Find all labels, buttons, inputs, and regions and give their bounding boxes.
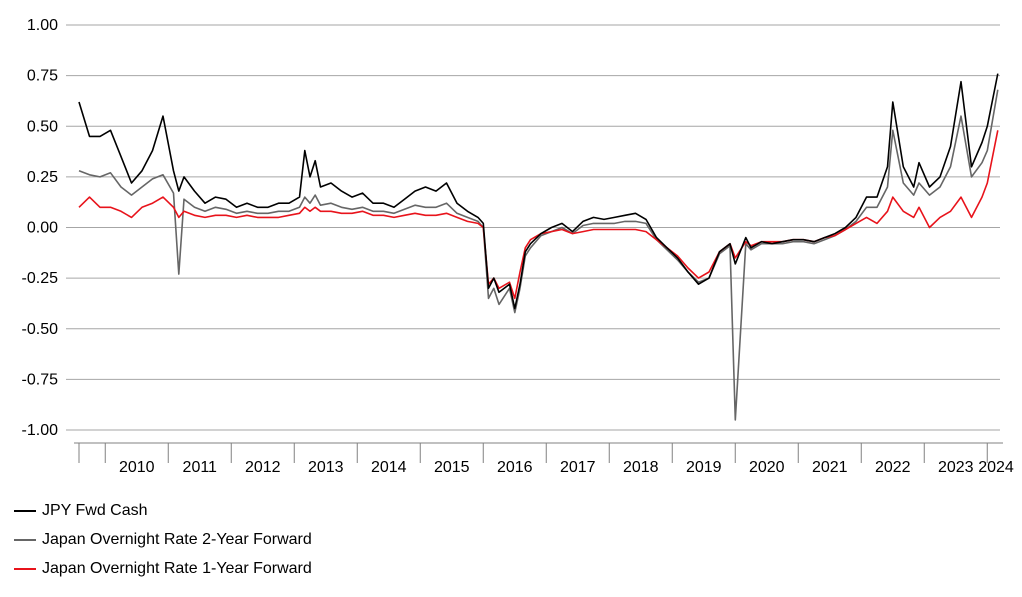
y-tick-label: 0.75 [27,68,58,85]
x-tick-label: 2013 [308,459,344,476]
y-tick-label: 0.50 [27,118,58,135]
x-axis: 2010 2011 2012 2013 2014 2015 2016 2017 2018 2019… [74,442,1014,476]
y-axis-tick-labels: 1.00 0.75 0.50 0.25 0.00 -0.25 -0.50 -0.75 -1.00 [22,17,59,439]
y-tick-label: -0.50 [22,321,59,338]
x-tick-label: 2019 [686,459,722,476]
series-line-1 [78,89,999,421]
y-tick-label: 0.25 [27,169,58,186]
line-chart: 1.00 0.75 0.50 0.25 0.00 -0.25 -0.50 -0.75 -1.00… [22,17,1014,476]
legend-label: Japan Overnight Rate 2-Year Forward [42,530,312,548]
legend: JPY Fwd Cash Japan Overnight Rate 2-Year… [14,496,312,583]
series-line-2 [78,130,999,300]
legend-label: Japan Overnight Rate 1-Year Forward [42,559,312,577]
series-lines [78,73,999,421]
y-tick-label: 1.00 [27,17,58,34]
legend-item-jpy-fwd-cash: JPY Fwd Cash [14,496,312,525]
x-tick-label: 2018 [623,459,659,476]
x-tick-label: 2022 [875,459,911,476]
x-tick-label: 2011 [183,459,218,476]
y-tick-label: -0.75 [22,371,59,388]
legend-swatch-jpy-fwd-cash [14,509,36,512]
y-tick-label: -0.25 [22,270,59,287]
x-tick-label: 2021 [812,459,848,476]
legend-swatch-1y-forward [14,567,36,570]
legend-label: JPY Fwd Cash [42,501,148,519]
legend-item-2y-forward: Japan Overnight Rate 2-Year Forward [14,525,312,554]
x-tick-label: 2016 [497,459,533,476]
x-tick-label: 2020 [749,459,785,476]
y-tick-label: -1.00 [22,422,59,439]
x-tick-label: 2015 [434,459,470,476]
x-tick-label: 2023 [938,459,974,476]
x-tick-label: 2010 [119,459,155,476]
x-tick-label: 2024 [978,459,1014,476]
x-tick-label: 2017 [560,459,596,476]
y-tick-label: 0.00 [27,220,58,237]
series-line-0 [78,73,999,310]
x-tick-label: 2014 [371,459,407,476]
legend-item-1y-forward: Japan Overnight Rate 1-Year Forward [14,554,312,583]
x-tick-label: 2012 [245,459,281,476]
gridlines [66,24,1000,431]
legend-swatch-2y-forward [14,538,36,541]
